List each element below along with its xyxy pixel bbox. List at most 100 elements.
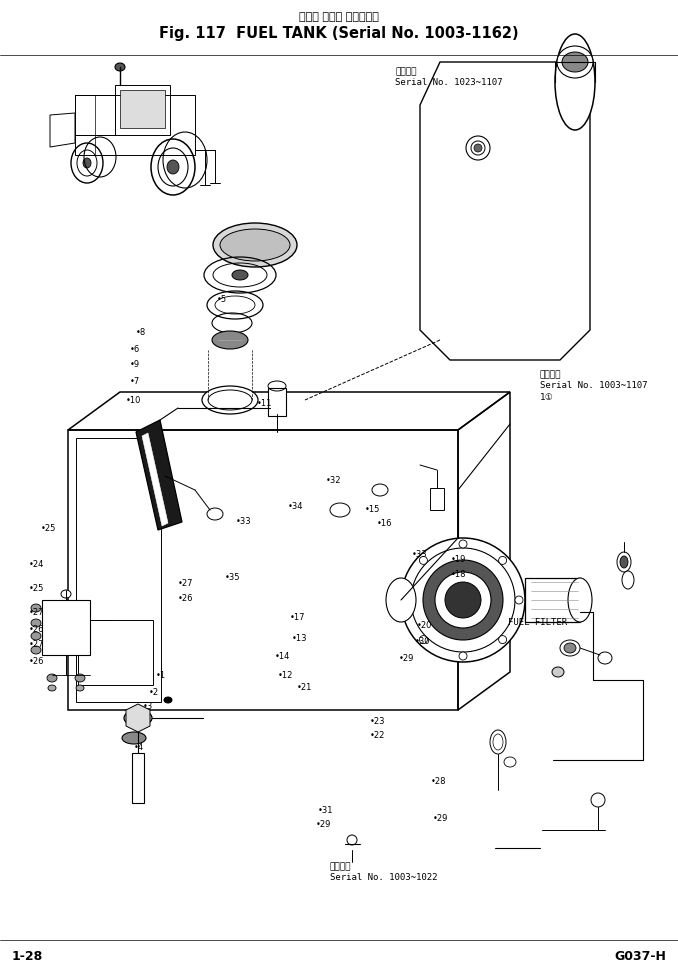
Text: •33: •33 xyxy=(412,550,428,560)
Text: •1: •1 xyxy=(156,671,166,680)
Text: •27: •27 xyxy=(28,608,44,618)
Ellipse shape xyxy=(202,386,258,414)
Ellipse shape xyxy=(459,652,467,660)
Ellipse shape xyxy=(445,582,481,618)
Text: フェル タンク （適用号機: フェル タンク （適用号機 xyxy=(299,12,379,22)
Ellipse shape xyxy=(61,590,71,598)
Ellipse shape xyxy=(423,560,503,640)
Text: •3: •3 xyxy=(142,702,153,711)
Ellipse shape xyxy=(598,652,612,664)
Bar xyxy=(132,753,144,803)
Ellipse shape xyxy=(31,646,41,654)
Text: •26: •26 xyxy=(178,593,193,603)
Text: Serial No. 1023~1107: Serial No. 1023~1107 xyxy=(395,78,502,87)
Ellipse shape xyxy=(620,556,628,568)
Bar xyxy=(42,600,90,655)
Ellipse shape xyxy=(564,643,576,653)
Bar xyxy=(120,90,165,128)
Ellipse shape xyxy=(401,538,525,662)
Bar xyxy=(430,488,444,510)
Ellipse shape xyxy=(515,596,523,604)
Text: •17: •17 xyxy=(290,613,306,622)
Text: 適用号機: 適用号機 xyxy=(330,862,351,871)
Ellipse shape xyxy=(466,136,490,160)
Bar xyxy=(76,438,161,702)
Text: •14: •14 xyxy=(275,651,290,661)
Text: •11: •11 xyxy=(256,399,272,408)
Ellipse shape xyxy=(220,229,290,261)
Ellipse shape xyxy=(420,636,427,644)
Text: •2: •2 xyxy=(149,688,159,698)
Ellipse shape xyxy=(552,667,564,677)
Text: 適用号機: 適用号機 xyxy=(540,370,561,379)
Bar xyxy=(115,85,170,135)
Ellipse shape xyxy=(386,578,416,622)
Polygon shape xyxy=(142,433,168,526)
Text: •26: •26 xyxy=(28,656,44,666)
Ellipse shape xyxy=(562,52,588,72)
Text: •31: •31 xyxy=(317,806,333,815)
Bar xyxy=(78,620,153,685)
Ellipse shape xyxy=(164,697,172,703)
Ellipse shape xyxy=(212,331,248,349)
Bar xyxy=(68,430,458,710)
Text: •30: •30 xyxy=(415,637,431,647)
Text: •28: •28 xyxy=(431,777,446,786)
Text: Serial No. 1003~1107: Serial No. 1003~1107 xyxy=(540,381,647,390)
Text: •32: •32 xyxy=(325,476,341,485)
Ellipse shape xyxy=(47,674,57,682)
Ellipse shape xyxy=(459,540,467,548)
Text: •5: •5 xyxy=(217,294,227,304)
Ellipse shape xyxy=(403,596,411,604)
Text: •6: •6 xyxy=(130,345,140,354)
Ellipse shape xyxy=(591,793,605,807)
Text: •20: •20 xyxy=(417,620,433,630)
Text: •27: •27 xyxy=(28,640,44,649)
Text: FUEL FILTER: FUEL FILTER xyxy=(508,618,567,627)
Text: •23: •23 xyxy=(370,717,385,727)
Text: •35: •35 xyxy=(225,572,241,582)
Ellipse shape xyxy=(31,604,41,612)
Text: 1①: 1① xyxy=(540,393,554,402)
Bar xyxy=(75,95,195,155)
Text: •22: •22 xyxy=(370,731,385,740)
Ellipse shape xyxy=(75,674,85,682)
Text: •33: •33 xyxy=(236,516,252,526)
Ellipse shape xyxy=(330,503,350,517)
Ellipse shape xyxy=(557,46,593,78)
Text: •29: •29 xyxy=(399,653,414,663)
Ellipse shape xyxy=(498,636,506,644)
Text: •29: •29 xyxy=(433,813,448,823)
Ellipse shape xyxy=(490,730,506,754)
Text: •4: •4 xyxy=(134,743,144,753)
Text: •8: •8 xyxy=(136,328,146,338)
Text: •26: •26 xyxy=(28,624,44,634)
Ellipse shape xyxy=(347,835,357,845)
Text: Serial No. 1003~1022: Serial No. 1003~1022 xyxy=(330,873,437,882)
Ellipse shape xyxy=(560,640,580,656)
Ellipse shape xyxy=(498,557,506,565)
Polygon shape xyxy=(126,704,150,732)
Text: •18: •18 xyxy=(451,569,466,579)
Ellipse shape xyxy=(568,578,592,622)
Ellipse shape xyxy=(129,713,147,723)
Ellipse shape xyxy=(48,685,56,691)
Text: •24: •24 xyxy=(28,560,44,569)
Text: •13: •13 xyxy=(292,634,307,644)
Text: •21: •21 xyxy=(297,682,313,692)
Ellipse shape xyxy=(122,732,146,744)
Ellipse shape xyxy=(31,619,41,627)
Ellipse shape xyxy=(213,223,297,267)
Text: •29: •29 xyxy=(316,819,332,829)
Text: •25: •25 xyxy=(41,524,56,534)
Ellipse shape xyxy=(555,34,595,130)
Text: 1-28: 1-28 xyxy=(12,950,43,963)
Ellipse shape xyxy=(622,571,634,589)
Ellipse shape xyxy=(504,757,516,767)
Text: •7: •7 xyxy=(130,376,140,386)
Bar xyxy=(525,578,580,622)
Text: •34: •34 xyxy=(288,502,304,511)
Text: Fig. 117  FUEL TANK (Serial No. 1003-1162): Fig. 117 FUEL TANK (Serial No. 1003-1162… xyxy=(159,26,519,41)
Ellipse shape xyxy=(76,685,84,691)
Ellipse shape xyxy=(474,144,482,152)
